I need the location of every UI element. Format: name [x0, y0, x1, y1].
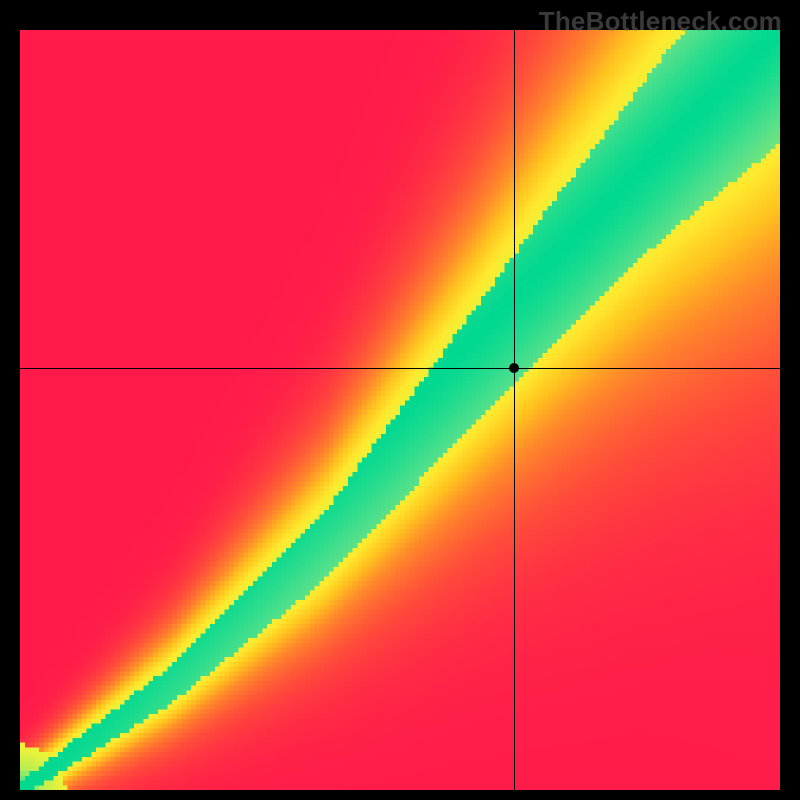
crosshair-vertical	[514, 30, 515, 790]
crosshair-horizontal	[20, 368, 780, 369]
chart-container: TheBottleneck.com	[0, 0, 800, 800]
heatmap-canvas	[20, 30, 780, 790]
watermark-text: TheBottleneck.com	[539, 6, 782, 37]
